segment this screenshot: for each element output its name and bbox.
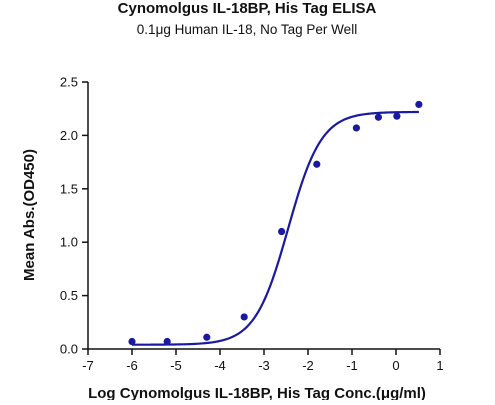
data-point (163, 337, 171, 346)
x-tick-label: -7 (82, 358, 94, 373)
data-points (128, 100, 423, 346)
data-point (240, 313, 248, 321)
y-tick-label: 1.5 (60, 181, 78, 196)
data-point (128, 337, 136, 346)
data-point (374, 113, 382, 121)
chart-subtitle: 0.1μg Human IL-18, No Tag Per Well (137, 22, 357, 37)
y-axis-label: Mean Abs.(OD450) (21, 149, 38, 281)
data-point (415, 100, 423, 109)
x-axis-label: Log Cynomolgus IL-18BP, His Tag Conc.(μg… (88, 385, 426, 400)
data-point (393, 112, 401, 120)
data-point (313, 160, 321, 168)
data-point (352, 124, 360, 132)
x-tick-label: -1 (346, 358, 358, 373)
ticks: -7 -6 -5 -4 -3 -2 -1 0 1 0.0 0.5 1.0 1.5 2.0 2.5 (60, 75, 444, 374)
y-tick-label: 1.0 (60, 235, 78, 250)
x-tick-label: -4 (214, 358, 226, 373)
x-tick-label: 0 (392, 358, 399, 373)
y-tick-label: 0.0 (60, 342, 78, 357)
data-point (203, 333, 211, 341)
y-tick-label: 2.5 (60, 75, 78, 90)
y-tick-label: 0.5 (60, 288, 78, 303)
y-tick-label: 2.0 (60, 128, 78, 143)
x-tick-label: -5 (170, 358, 182, 373)
x-tick-label: 1 (436, 358, 443, 373)
data-point (278, 227, 286, 236)
chart-title: Cynomolgus IL-18BP, His Tag ELISA (118, 0, 377, 17)
fit-curve-group (132, 110, 419, 346)
axes (87, 82, 440, 350)
x-tick-label: -2 (302, 358, 314, 373)
x-tick-label: -3 (258, 358, 270, 373)
x-tick-label: -6 (126, 358, 138, 373)
fit-curve (132, 110, 419, 346)
